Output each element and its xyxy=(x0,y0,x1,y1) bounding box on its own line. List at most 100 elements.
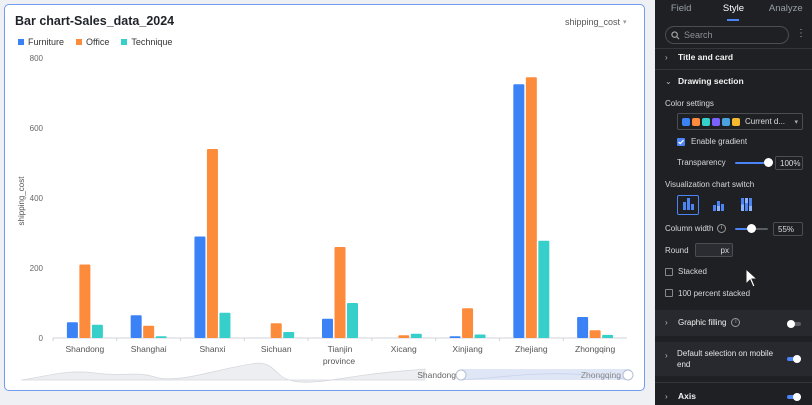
graphic-filling-toggle[interactable] xyxy=(787,320,801,328)
transparency-slider-handle[interactable] xyxy=(764,158,773,167)
bar-furniture-shanghai[interactable] xyxy=(130,315,142,338)
y-tick-label: 400 xyxy=(30,194,44,203)
graphic-filling-header[interactable]: › Graphic filling i xyxy=(665,318,741,327)
percent-stacked-checkbox[interactable] xyxy=(665,289,673,297)
round-input[interactable]: px xyxy=(695,243,733,257)
bar-technique-shanxi[interactable] xyxy=(219,312,231,338)
default-selection-toggle[interactable] xyxy=(787,355,801,363)
stacked-label: Stacked xyxy=(678,267,707,276)
section-drawing[interactable]: ⌄ Drawing section xyxy=(665,76,744,86)
search-placeholder: Search xyxy=(684,30,713,40)
section-axis[interactable]: › Axis xyxy=(665,391,696,401)
bar-technique-xicang[interactable] xyxy=(410,333,422,338)
bar-furniture-shandong[interactable] xyxy=(66,322,78,338)
color-palette-select[interactable]: Current d... ▾ xyxy=(677,113,803,130)
x-tick-label: Tianjin xyxy=(328,344,353,354)
enable-gradient-checkbox[interactable] xyxy=(677,138,685,146)
default-selection-row[interactable]: › Default selection on mobile end xyxy=(655,342,812,376)
palette-color xyxy=(732,117,740,126)
stacked-checkbox[interactable] xyxy=(665,268,673,276)
chevron-down-icon: ⌄ xyxy=(665,76,672,86)
axis-toggle[interactable] xyxy=(787,393,801,401)
mini-bar xyxy=(748,198,752,211)
round-unit: px xyxy=(720,245,729,255)
panel-tabs: Field Style Analyze xyxy=(655,0,812,20)
range-slider[interactable]: Shandong Zhongqing xyxy=(20,362,634,383)
bar-furniture-xinjiang[interactable] xyxy=(449,336,461,338)
bar-furniture-zhejiang[interactable] xyxy=(513,84,525,338)
bar-technique-shandong[interactable] xyxy=(91,324,103,338)
bar-office-xinjiang[interactable] xyxy=(462,308,474,338)
column-width-slider-handle[interactable] xyxy=(747,224,756,233)
column-width-slider-rest xyxy=(753,228,768,230)
legend-item-furniture[interactable]: Furniture xyxy=(18,37,64,47)
tab-style[interactable]: Style xyxy=(707,0,759,20)
y-axis: 0 200 400 600 800 xyxy=(30,54,44,343)
chart-switch-label: Visualization chart switch xyxy=(665,180,755,189)
bar-office-xicang[interactable] xyxy=(398,335,410,338)
chart-switch-percent-stacked[interactable] xyxy=(735,195,757,215)
bar-office-tianjin[interactable] xyxy=(334,247,346,338)
toggle-knob xyxy=(793,393,801,401)
bar-office-zhejiang[interactable] xyxy=(525,77,537,338)
chart-switch-clustered[interactable] xyxy=(677,195,699,215)
bar-technique-sichuan[interactable] xyxy=(283,332,295,338)
chevron-right-icon: › xyxy=(665,391,668,401)
style-panel: Field Style Analyze Search ⋮ › Title and… xyxy=(655,0,812,405)
graphic-filling-row[interactable]: › Graphic filling i xyxy=(655,310,812,336)
palette-color xyxy=(692,117,700,126)
transparency-slider[interactable] xyxy=(735,162,768,164)
slider-handle-start[interactable] xyxy=(455,369,467,381)
chart-switch-stacked[interactable] xyxy=(707,195,729,215)
chevron-right-icon: › xyxy=(665,351,668,360)
x-tick-label: Xicang xyxy=(391,344,417,354)
column-width-input[interactable]: 55% xyxy=(773,222,803,236)
bar-technique-zhongqing[interactable] xyxy=(602,334,614,338)
x-tick-label: Zhongqing xyxy=(575,344,615,354)
chevron-right-icon: › xyxy=(665,52,668,62)
slider-start-label: Shandong xyxy=(417,370,456,380)
column-width-slider[interactable] xyxy=(735,228,753,230)
bar-technique-tianjin[interactable] xyxy=(347,303,358,338)
more-options-icon[interactable]: ⋮ xyxy=(796,28,806,39)
bar-furniture-shanxi[interactable] xyxy=(194,236,206,339)
search-icon xyxy=(671,30,680,39)
divider xyxy=(655,382,812,383)
enable-gradient-label: Enable gradient xyxy=(691,137,748,146)
legend-label: Technique xyxy=(131,37,173,47)
legend-item-office[interactable]: Office xyxy=(76,37,109,47)
bar-technique-xinjiang[interactable] xyxy=(474,334,486,339)
legend-swatch xyxy=(121,39,128,45)
mini-bar xyxy=(740,198,744,211)
bar-technique-zhejiang[interactable] xyxy=(538,240,550,338)
bar-office-shanghai[interactable] xyxy=(143,325,155,338)
bar-furniture-tianjin[interactable] xyxy=(322,318,333,338)
info-icon[interactable]: i xyxy=(717,224,726,233)
palette-color xyxy=(702,117,710,126)
bar-furniture-zhongqing[interactable] xyxy=(577,317,589,338)
bar-technique-shanghai[interactable] xyxy=(155,336,167,338)
transparency-label: Transparency xyxy=(677,158,726,167)
palette-color xyxy=(682,117,690,126)
search-input[interactable]: Search xyxy=(665,26,789,44)
slider-selected-range[interactable] xyxy=(461,369,631,380)
info-icon[interactable]: i xyxy=(731,318,741,327)
x-axis: Shandong Shanghai Shanxi Sichuan Tianjin Xica… xyxy=(52,338,615,354)
bar-office-zhongqing[interactable] xyxy=(589,330,601,338)
chevron-down-icon: ▾ xyxy=(794,118,798,126)
bar-office-shandong[interactable] xyxy=(79,264,91,339)
mini-bar xyxy=(744,198,748,211)
legend-item-technique[interactable]: Technique xyxy=(121,37,172,47)
y-tick-label: 600 xyxy=(30,124,44,133)
section-title-and-card[interactable]: › Title and card xyxy=(665,52,733,62)
y-tick-label: 0 xyxy=(39,334,44,343)
bars xyxy=(66,77,614,339)
tab-analyze[interactable]: Analyze xyxy=(768,3,803,14)
slider-preview-wave xyxy=(20,362,426,383)
bar-office-shanxi[interactable] xyxy=(206,149,218,338)
bar-office-sichuan[interactable] xyxy=(270,323,282,338)
slider-handle-end[interactable] xyxy=(622,369,634,381)
transparency-input[interactable]: 100% xyxy=(775,156,803,170)
tab-field[interactable]: Field xyxy=(670,3,692,14)
measure-select[interactable]: shipping_cost ▾ xyxy=(565,17,627,27)
